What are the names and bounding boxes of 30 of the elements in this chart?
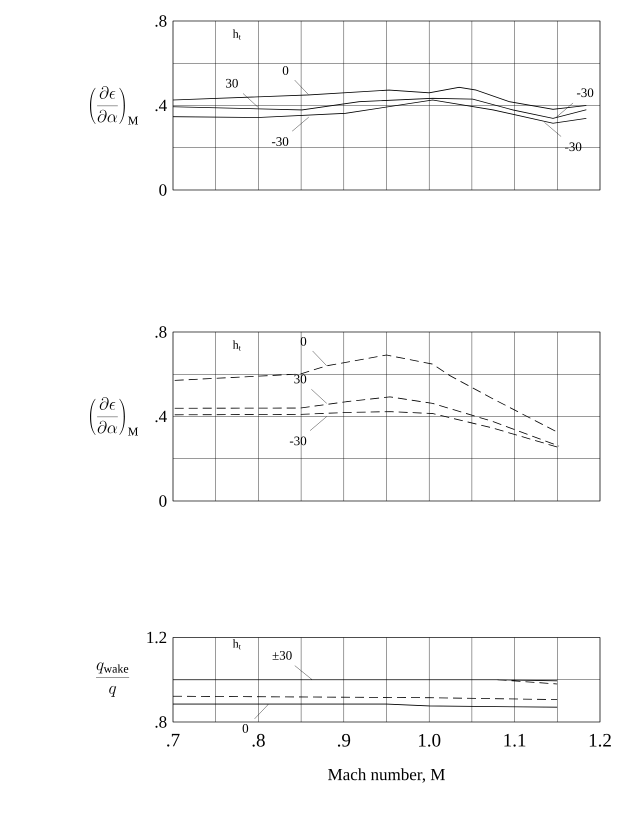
x-tick-label: 1.0: [418, 734, 440, 747]
x-tick-label: 1.2: [590, 734, 611, 747]
y-tick-label: .4: [156, 410, 167, 422]
y-tick-label: 0: [159, 495, 166, 507]
x-tick-label: .8: [252, 734, 265, 747]
y-tick-label: .4: [156, 100, 167, 112]
annotation: 30: [294, 374, 306, 384]
y-tick-label: .8: [156, 326, 166, 338]
x-axis-title: Mach number, M: [328, 768, 445, 783]
x-tick-label: 1.1: [504, 734, 526, 747]
annotation: 0: [242, 724, 248, 733]
y-axis-title: $\frac{q_{\mathrm{wake}}}{q}$: [96, 662, 130, 697]
x-tick-label: .9: [338, 734, 350, 747]
annotation: -30: [290, 436, 306, 446]
y-axis-title: $\left(\frac{\partial\epsilon}{\partial\alpha}\right)_{\mathrm{M}}$: [90, 397, 138, 436]
legend-title: h$_{t}$: [232, 340, 241, 351]
y-tick-label: 1.2: [147, 632, 166, 644]
annotation: 0: [282, 66, 288, 75]
legend-title: h$_{t}$: [232, 29, 241, 40]
annotation: 0: [300, 337, 306, 346]
y-axis-title: $\left(\frac{\partial\epsilon}{\partial\alpha}\right)_{\mathrm{M}}$: [90, 86, 138, 124]
x-tick-label: .7: [167, 734, 180, 747]
y-tick-label: 0: [159, 184, 166, 196]
y-tick-label: .8: [156, 716, 166, 728]
annotation: -30: [576, 88, 594, 98]
legend-title: h$_{t}$: [232, 639, 241, 650]
annotation: 30: [226, 78, 238, 88]
y-tick-label: .8: [156, 15, 166, 27]
annotation: -30: [272, 137, 288, 146]
annotation: ±30: [272, 650, 292, 660]
